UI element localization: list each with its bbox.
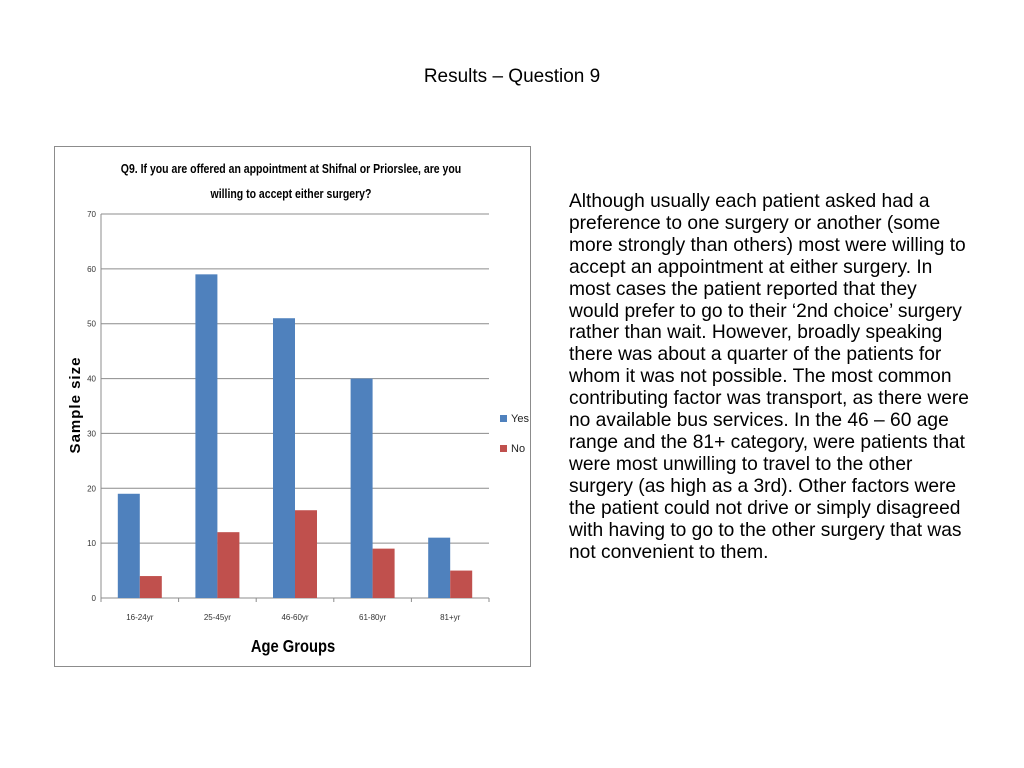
legend-label-no: No bbox=[511, 443, 525, 455]
slide-title: Results – Question 9 bbox=[423, 66, 601, 87]
bar-yes-81yr bbox=[428, 537, 451, 598]
bar-chart: Q9. If you are offered an appointment at… bbox=[54, 146, 531, 667]
bar-no-6180yr bbox=[372, 548, 395, 598]
explanation-paragraph: Although usually each patient asked had … bbox=[569, 191, 969, 563]
y-tick-label: 40 bbox=[87, 375, 96, 384]
y-tick-label: 50 bbox=[87, 320, 96, 329]
chart-title: Q9. If you are offered an appointment at… bbox=[121, 163, 461, 201]
bars bbox=[117, 274, 473, 598]
legend-swatch-no bbox=[500, 445, 507, 452]
bar-no-81yr bbox=[450, 570, 473, 598]
chart-title-line: Q9. If you are offered an appointment at… bbox=[121, 163, 461, 176]
x-tick-label: 46-60yr bbox=[281, 613, 308, 622]
y-tick-label: 30 bbox=[87, 429, 96, 438]
y-tick-label: 20 bbox=[87, 484, 96, 493]
x-axis-label: Age Groups bbox=[251, 637, 335, 657]
bar-yes-4660yr bbox=[273, 318, 295, 598]
y-tick-labels: 0 10 20 30 40 50 60 70 bbox=[87, 210, 96, 603]
x-tick-label: 25-45yr bbox=[204, 613, 231, 622]
y-tick-label: 70 bbox=[87, 210, 96, 219]
chart-title-line: willing to accept either surgery? bbox=[210, 188, 372, 201]
legend-label-yes: Yes bbox=[511, 413, 529, 425]
bar-yes-6180yr bbox=[350, 378, 373, 598]
chart-canvas: Q9. If you are offered an appointment at… bbox=[67, 163, 529, 657]
y-tick-label: 10 bbox=[87, 539, 96, 548]
x-tick-label: 61-80yr bbox=[359, 613, 386, 622]
bar-yes-2545yr bbox=[195, 274, 218, 598]
bar-no-4660yr bbox=[295, 510, 317, 598]
legend-swatch-yes bbox=[500, 415, 507, 422]
y-axis-label: Sample size bbox=[67, 357, 84, 454]
bar-no-1624yr bbox=[139, 576, 162, 598]
x-tick-label: 81+yr bbox=[440, 613, 461, 622]
x-tick-labels: 16-24yr 25-45yr 46-60yr 61-80yr 81+yr bbox=[126, 613, 460, 622]
bar-yes-1624yr bbox=[117, 493, 140, 598]
y-tick-label: 0 bbox=[92, 594, 97, 603]
y-tick-label: 60 bbox=[87, 265, 96, 274]
bar-no-2545yr bbox=[217, 532, 240, 598]
x-tick-label: 16-24yr bbox=[126, 613, 153, 622]
legend: Yes No bbox=[500, 413, 529, 455]
